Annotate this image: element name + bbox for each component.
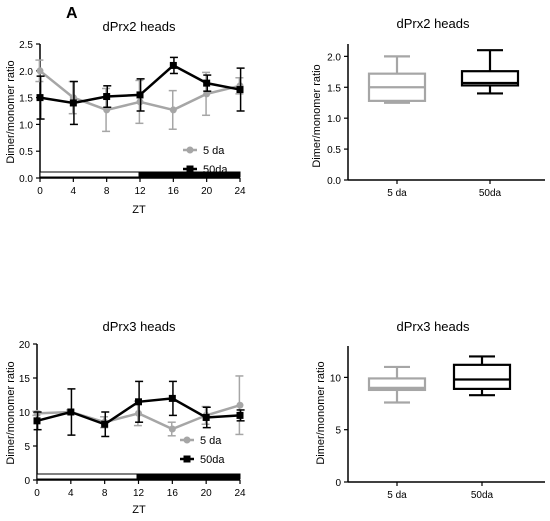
dark-phase-bar [136, 473, 241, 480]
y-axis-label: Dimer/monomer ratio [5, 361, 17, 464]
data-point-50da [136, 91, 144, 99]
data-point-50da [67, 408, 75, 416]
x-axis-label: ZT [132, 204, 146, 216]
data-point-5da [103, 106, 111, 114]
y-tick-label: 5 [24, 442, 30, 453]
x-tick-label: 50da [479, 188, 502, 199]
data-point-50da [103, 93, 111, 101]
y-tick-label: 0.5 [19, 147, 33, 158]
data-point-50da [101, 420, 109, 428]
legend-label-50da: 50da [203, 164, 228, 176]
x-tick-label: 8 [102, 488, 108, 499]
data-point-50da [36, 94, 44, 102]
x-tick-label: 24 [234, 488, 246, 499]
y-tick-label: 1.0 [19, 120, 33, 131]
x-tick-label: 5 da [387, 188, 407, 199]
panel-label: A [66, 5, 78, 22]
y-tick-label: 0.0 [19, 174, 33, 185]
y-tick-label: 2.5 [19, 40, 33, 51]
y-tick-label: 10 [19, 408, 31, 419]
y-tick-label: 15 [19, 374, 31, 385]
data-point-50da [33, 417, 41, 425]
data-point-5da [168, 425, 176, 433]
legend-label-5da: 5 da [203, 145, 225, 157]
data-point-5da [36, 67, 44, 75]
data-point-50da [203, 79, 211, 87]
x-axis-label: ZT [132, 504, 146, 516]
x-tick-label: 16 [167, 488, 179, 499]
x-tick-label: 24 [234, 186, 246, 197]
y-axis-label: Dimer/monomer ratio [311, 64, 323, 167]
light-phase-bar [36, 473, 138, 480]
x-tick-label: 0 [34, 488, 40, 499]
x-tick-label: 50da [471, 490, 494, 501]
y-axis-label: Dimer/monomer ratio [5, 60, 17, 163]
box-50da [452, 363, 512, 390]
data-point-50da [236, 86, 244, 94]
x-tick-label: 0 [37, 186, 43, 197]
y-tick-label: 1.5 [19, 94, 33, 105]
x-tick-label: 16 [168, 186, 180, 197]
data-point-50da [202, 413, 210, 421]
x-tick-label: 12 [133, 488, 145, 499]
x-tick-label: 4 [71, 186, 77, 197]
y-tick-label: 1.5 [327, 83, 341, 94]
chart-title: dPrx3 heads [397, 319, 470, 334]
light-phase-bar [39, 171, 140, 178]
data-point-5da [169, 106, 177, 114]
prx2-line-chart: dPrx2 heads Dimer/monomer ratio ZT 0.0 0.… [5, 19, 246, 216]
data-point-5da [203, 90, 211, 98]
x-tick-label: 4 [68, 488, 74, 499]
y-tick-label: 0 [24, 476, 30, 487]
y-tick-label: 0 [335, 478, 341, 489]
y-tick-label: 0.0 [327, 176, 341, 187]
data-point-50da [135, 398, 142, 406]
data-point-50da [169, 61, 177, 69]
y-tick-label: 10 [330, 373, 342, 384]
box-5da [367, 377, 427, 392]
data-point-50da [236, 411, 244, 419]
y-tick-label: 1.0 [327, 114, 341, 125]
legend-marker-50da [186, 165, 194, 173]
x-tick-label: 20 [201, 488, 213, 499]
legend-label-50da: 50da [200, 454, 225, 466]
y-tick-label: 0.5 [327, 145, 341, 156]
chart-title: dPrx2 heads [397, 16, 470, 31]
data-point-50da [168, 394, 176, 402]
chart-title: dPrx3 heads [103, 319, 176, 334]
y-tick-label: 5 [335, 426, 341, 437]
prx3-line-chart: dPrx3 heads Dimer/monomer ratio ZT 0 5 10 1… [5, 319, 246, 516]
legend-marker-50da [183, 455, 191, 463]
data-point-5da [236, 401, 244, 409]
x-tick-label: 20 [201, 186, 213, 197]
y-tick-label: 2.0 [19, 67, 33, 78]
x-tick-label: 8 [104, 186, 110, 197]
prx2-box-chart: dPrx2 heads Dimer/monomer ratio 0.0 0.5 1.… [311, 16, 545, 199]
y-tick-label: 20 [19, 340, 31, 351]
y-tick-label: 2.0 [327, 52, 341, 63]
prx3-box-chart: dPrx3 heads Dimer/monomer ratio 0 5 10 5 da… [315, 319, 545, 501]
y-axis-label: Dimer/monomer ratio [315, 361, 327, 464]
legend-label-5da: 5 da [200, 435, 222, 447]
x-tick-label: 12 [134, 186, 146, 197]
chart-title: dPrx2 heads [103, 19, 176, 34]
x-tick-label: 5 da [387, 490, 407, 501]
data-point-50da [69, 99, 77, 107]
legend-marker-5da [183, 436, 191, 444]
legend: 5 da 50da [180, 435, 225, 466]
legend-marker-5da [186, 146, 194, 154]
legend: 5 da 50da [183, 145, 228, 176]
